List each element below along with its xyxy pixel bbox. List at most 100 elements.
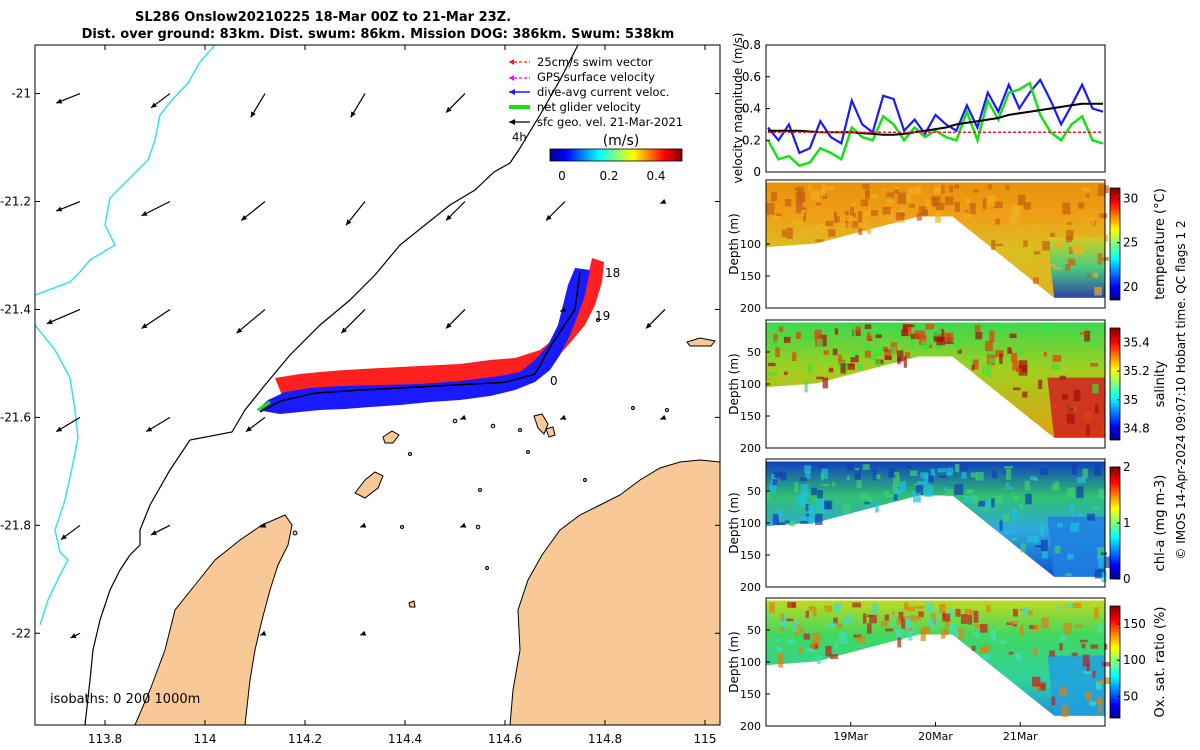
section-xtick-label: 20Mar — [918, 730, 953, 743]
geo-arrow — [350, 93, 366, 118]
colorbar-tick-label: 20 — [1123, 280, 1138, 294]
colorbar-tick-label: 150 — [1123, 617, 1146, 631]
section-deep — [1047, 516, 1105, 577]
map-xtick-label: 113.8 — [88, 732, 122, 746]
isobath-note: isobaths: 0 200 1000m — [50, 692, 200, 707]
colorbar-tick-label: 35 — [1123, 393, 1138, 407]
day-label: 19 — [595, 309, 610, 323]
geo-arrow — [260, 522, 267, 528]
colorbar-tick-label: 35.2 — [1123, 364, 1150, 378]
map-ticks: 113.8 114 114.2 114.4 114.6 114.8 115 -21 -21.2 -… — [0, 45, 720, 746]
map-ytick-label: -21.6 — [0, 410, 31, 424]
section-xtick-label: 21Mar — [1003, 730, 1038, 743]
section-water — [766, 461, 1105, 577]
geo-arrow — [460, 414, 467, 420]
colorbar-label: chl-a (mg m-3) — [1153, 475, 1168, 572]
section-ytick-label: 150 — [740, 410, 761, 423]
colorbar-label: Ox. sat. ratio (%) — [1153, 607, 1168, 718]
map-ytick-label: -22 — [11, 626, 31, 640]
legend-gps-surface: GPS surface velocity — [537, 70, 655, 84]
map-ytick-label: -21.8 — [0, 518, 31, 532]
geo-arrow — [345, 201, 366, 226]
isobath-1000m — [35, 45, 216, 626]
cbar-tick-0: 0 — [558, 169, 566, 183]
geo-arrow — [560, 306, 567, 312]
section-panel: 50 100 150 200 Depth (m) 0 1 2 chl-a (mg m-3) — [727, 458, 1168, 594]
geo-arrow — [645, 309, 666, 329]
section-deep — [1047, 237, 1105, 298]
geo-arrow — [460, 522, 467, 528]
section-ytick-label: 50 — [747, 346, 761, 359]
islets — [292, 318, 669, 570]
section-ylabel: Depth (m) — [727, 353, 741, 414]
section-ytick-label: 100 — [740, 656, 761, 669]
geo-arrow — [56, 200, 81, 212]
day-label: 0 — [550, 374, 558, 388]
section-ytick-label: 100 — [740, 238, 761, 251]
legend-net-glider: net glider velocity — [537, 100, 641, 114]
glider-track — [259, 271, 581, 413]
map-xtick-label: 114.4 — [388, 732, 422, 746]
island-2 — [382, 430, 400, 444]
velocity-ytick-label: 0 — [753, 165, 761, 179]
title-line-2: Dist. over ground: 83km. Dist. swum: 86k… — [82, 27, 675, 42]
section-ytick-label: 200 — [740, 720, 761, 733]
colorbar-tick-label: 1 — [1123, 516, 1131, 530]
geo-arrow — [360, 522, 367, 528]
geo-arrow — [236, 308, 266, 334]
section-ylabel: Depth (m) — [727, 213, 741, 274]
geo-arrow — [150, 93, 171, 109]
day-label: 18 — [605, 266, 620, 280]
imos-credit: © IMOS 14-Apr-2024 09:07:10 Hobart time.… — [1174, 220, 1188, 559]
map-xtick-label: 114 — [194, 732, 217, 746]
map-colorbar — [549, 148, 683, 162]
geo-arrow — [55, 416, 81, 433]
section-deep — [1047, 377, 1105, 438]
section-ylabel: Depth (m) — [727, 631, 741, 692]
section-xtick-label: 19Mar — [833, 730, 868, 743]
geo-arrow — [56, 93, 81, 104]
section-ytick-label: 150 — [740, 270, 761, 283]
velocity-series — [766, 77, 1104, 168]
time-step-label: 4h — [512, 130, 527, 144]
section-panel: 50 100 150 200 Depth (m) 50 100 150 Ox. sat. rat… — [727, 597, 1168, 743]
colorbar-tick-label: 0 — [1123, 572, 1131, 586]
cbar-tick-1: 0.2 — [599, 169, 618, 183]
geo-arrow — [445, 309, 466, 329]
geo-arrow — [145, 416, 171, 433]
section-colorbar — [1109, 327, 1121, 441]
section-deep — [1047, 655, 1105, 716]
geo-arrow — [141, 200, 171, 217]
section-ytick-label: 150 — [740, 549, 761, 562]
colorbar-tick-label: 30 — [1123, 192, 1138, 206]
map-ytick-label: -21.4 — [0, 302, 31, 316]
section-ytick-label: 150 — [740, 688, 761, 701]
colorbar-tick-label: 50 — [1123, 689, 1138, 703]
geo-arrow — [60, 524, 81, 541]
map-legend: 25cm/s swim vector GPS surface velocity … — [509, 55, 683, 183]
colorbar-tick-label: 25 — [1123, 236, 1138, 250]
map-ytick-label: -21 — [11, 87, 31, 101]
swim-vector-fringe — [275, 258, 604, 403]
map-xtick-label: 115 — [694, 732, 717, 746]
geo-arrow — [260, 630, 267, 636]
geo-arrow — [245, 416, 266, 433]
section-ytick-label: 100 — [740, 517, 761, 530]
cbar-tick-2: 0.4 — [646, 169, 665, 183]
geo-velocity-arrows — [46, 93, 667, 639]
section-ytick-label: 50 — [747, 485, 761, 498]
land-mainland — [509, 459, 720, 725]
colorbar-label: salinity — [1153, 360, 1168, 407]
legend-swim-vector: 25cm/s swim vector — [537, 55, 653, 69]
colorbar-tick-label: 2 — [1123, 460, 1131, 474]
section-ytick-label: 50 — [747, 624, 761, 637]
section-colorbar — [1109, 605, 1121, 719]
day-labels: 18 19 0 — [550, 266, 620, 388]
land-peninsula — [134, 514, 293, 725]
geo-arrow — [70, 632, 81, 639]
geo-arrow — [445, 93, 466, 113]
section-ytick-label: 200 — [740, 581, 761, 594]
section-colorbar — [1109, 187, 1121, 301]
